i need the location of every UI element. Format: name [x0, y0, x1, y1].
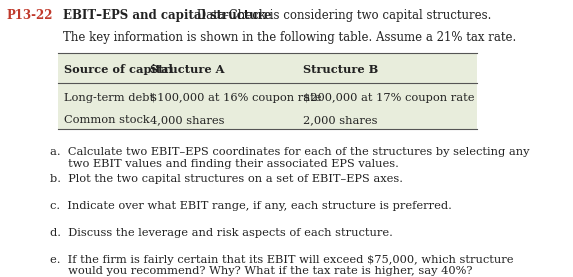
Text: Long-term debt: Long-term debt — [64, 93, 154, 102]
FancyBboxPatch shape — [58, 53, 477, 129]
Text: 4,000 shares: 4,000 shares — [150, 115, 225, 125]
Text: $200,000 at 17% coupon rate: $200,000 at 17% coupon rate — [303, 93, 474, 102]
Text: Source of capital: Source of capital — [64, 64, 172, 75]
Text: The key information is shown in the following table. Assume a 21% tax rate.: The key information is shown in the foll… — [62, 31, 516, 44]
Text: P13-22: P13-22 — [6, 9, 53, 22]
Text: b.  Plot the two capital structures on a set of EBIT–EPS axes.: b. Plot the two capital structures on a … — [50, 174, 403, 184]
Text: d.  Discuss the leverage and risk aspects of each structure.: d. Discuss the leverage and risk aspects… — [50, 228, 393, 238]
Text: a.  Calculate two EBIT–EPS coordinates for each of the structures by selecting a: a. Calculate two EBIT–EPS coordinates fo… — [50, 147, 530, 169]
Text: $100,000 at 16% coupon rate: $100,000 at 16% coupon rate — [150, 93, 321, 102]
Text: c.  Indicate over what EBIT range, if any, each structure is preferred.: c. Indicate over what EBIT range, if any… — [50, 201, 452, 211]
Text: Structure B: Structure B — [303, 64, 378, 75]
Text: Structure A: Structure A — [150, 64, 225, 75]
Text: EBIT–EPS and capital structure: EBIT–EPS and capital structure — [62, 9, 271, 22]
Text: Common stock: Common stock — [64, 115, 150, 125]
Text: e.  If the firm is fairly certain that its EBIT will exceed $75,000, which struc: e. If the firm is fairly certain that it… — [50, 255, 514, 276]
Text: Data-Check is considering two capital structures.: Data-Check is considering two capital st… — [193, 9, 491, 22]
Text: 2,000 shares: 2,000 shares — [303, 115, 378, 125]
